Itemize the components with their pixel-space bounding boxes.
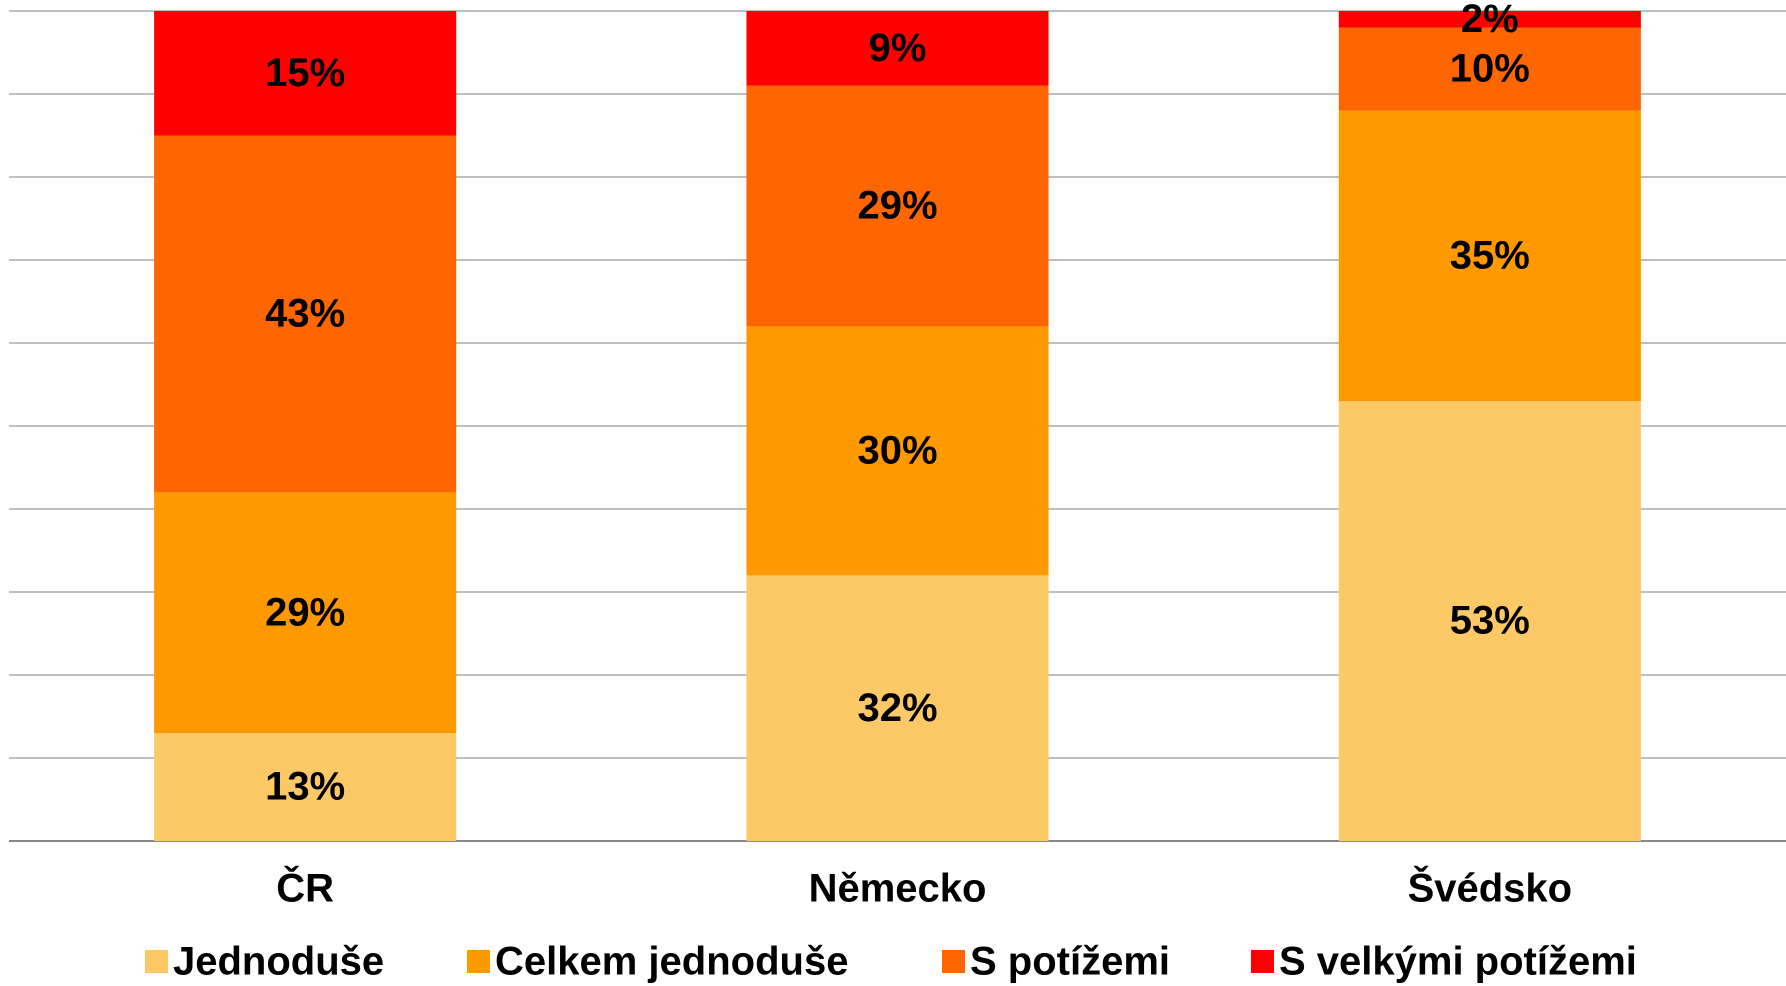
bar-segment [154,11,457,136]
legend-swatch [467,950,490,973]
x-tick-label: ČR [276,865,334,911]
bar-segment [1338,11,1641,28]
bar-segment [1338,401,1641,841]
data-label: 43% [265,292,345,336]
bar-segment [154,733,457,841]
data-label: 32% [857,686,937,730]
data-label: 13% [265,765,345,809]
bar-segment [154,492,457,734]
x-tick-label: Německo [809,867,987,911]
data-label: 30% [857,428,937,472]
data-label: 29% [265,590,345,634]
data-label: 2% [1461,0,1519,41]
bar-segment [1338,110,1641,402]
data-label: 53% [1450,599,1530,643]
legend-label: S velkými potížemi [1279,940,1637,984]
data-label: 15% [265,51,345,95]
legend-label: Celkem jednoduše [495,940,848,984]
data-label: 29% [857,184,937,228]
legend-swatch [145,950,168,973]
data-label: 35% [1450,233,1530,277]
bar-segment [746,85,1049,327]
bar-segment [154,135,457,493]
legend-swatch [1251,950,1274,973]
bar-segment [746,11,1049,86]
data-label: 10% [1450,47,1530,91]
bar-segment [746,326,1049,576]
legend-label: Jednoduše [173,940,384,984]
x-tick-label: Švédsko [1408,865,1573,911]
legend-swatch [942,950,965,973]
data-label: 9% [869,26,927,70]
bar-segment [746,575,1049,841]
legend-label: S potížemi [970,940,1170,984]
bar-segment [1338,27,1641,111]
